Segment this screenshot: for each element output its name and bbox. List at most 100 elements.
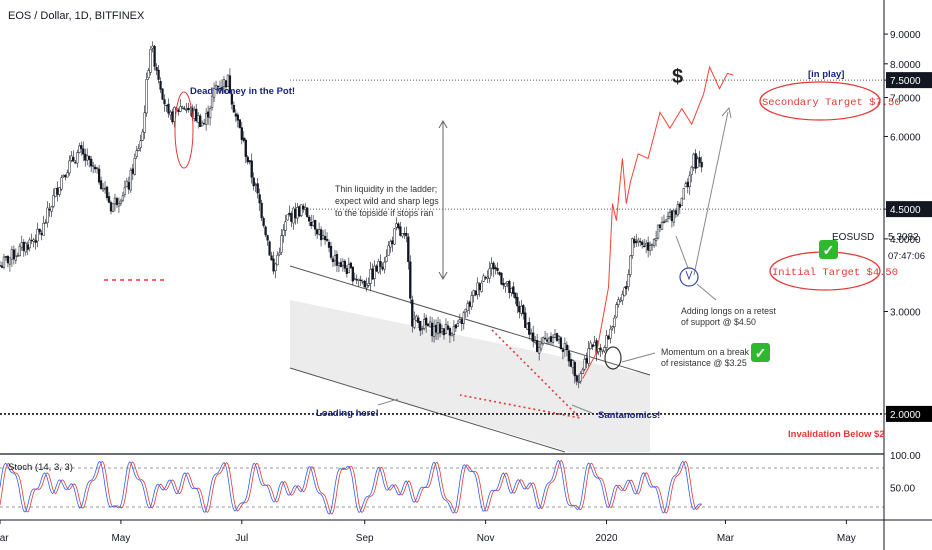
candle-body [486,276,489,279]
candle-body [34,240,37,243]
channel-lower-line [289,367,566,453]
candle-body [95,167,99,170]
candle-body [434,324,438,333]
candle-body [603,347,606,352]
candle-body [680,197,683,207]
candle-body [549,336,553,342]
time-tick-label: Sep [356,533,374,544]
candle-body [478,283,481,291]
leader-adding [696,283,717,301]
candle-body [208,108,212,119]
candle-body [442,328,446,336]
candle-body [432,325,436,337]
candle-body [50,206,53,212]
retest-circle [679,267,699,287]
time-tick-label: 2020 [595,533,618,544]
candle-body [623,287,626,296]
candle-body [270,255,273,261]
candle-body [664,219,668,222]
candle-body [682,188,685,200]
candle-body [403,233,406,235]
candle-body [306,207,309,218]
candle-body [123,187,127,195]
candle-body [690,166,693,175]
candle-body [16,255,19,257]
price-tag-bg [886,72,932,89]
candle-body [545,339,549,342]
candle-body [615,304,618,318]
candle-body [601,349,604,352]
candle-body [220,86,224,90]
candle-body [506,281,509,284]
price-tick-label: 2.0000 [890,410,921,421]
candle-body [52,195,55,207]
arrow-from-top-candle [675,235,689,269]
candle-body [456,323,460,327]
note-momentum-line-1: Momentum on a break [661,347,750,357]
candle-body [298,206,301,217]
note-santanomics: Santanomics! [598,410,660,421]
candle-body [672,210,676,223]
candle-body [135,150,138,157]
candle-body [670,210,674,222]
candle-body [169,111,172,116]
arrow-head-bottom [438,271,448,281]
candle-body [524,312,527,328]
candle-body [254,184,257,186]
candle-body [115,198,119,205]
candle-body [46,207,49,224]
dollar-sign-icon: $ [672,66,683,88]
candle-body [458,319,461,323]
candle-body [692,153,695,168]
candle-body [214,85,218,90]
candle-body [571,360,574,368]
candle-body [359,279,362,281]
candle-body [268,241,271,256]
candle-body [607,335,610,340]
candle-body [480,282,483,292]
projection-path-group [582,65,734,379]
candle-body [212,88,216,98]
candle-body [232,104,236,113]
candle-body [637,239,640,243]
candle-body [395,223,398,228]
candle-body [20,242,23,248]
candle-body [405,232,408,237]
candle-body [446,325,450,330]
candle-body [28,239,31,249]
candle-body [185,109,188,111]
candle-body [387,245,390,256]
candle-body [151,45,154,49]
price-tick-label: 9.0000 [890,30,921,41]
candle-body [228,75,232,94]
candle-body [353,278,356,280]
dead-money-ellipse [174,91,194,169]
candle-body [587,348,590,364]
candle-body [179,106,182,112]
candle-body [472,290,475,296]
candle-body [510,288,513,293]
stochastic-panel: 100.00 50.00 [0,451,921,515]
candle-body [286,214,289,221]
candle-body [313,220,317,230]
candle-body [492,262,495,270]
candle-body [625,286,628,289]
candle-body [454,324,458,329]
candle-body [252,177,255,187]
candle-body [2,256,6,268]
candle-body [520,305,523,314]
candle-body [591,344,594,348]
candle-body [419,320,422,331]
candle-body [656,224,660,239]
candle-body [195,108,198,122]
candle-body [666,215,670,219]
candle-body [155,67,158,71]
candle-body [555,333,559,342]
candle-body [0,265,4,268]
candle-body [650,243,654,246]
note-adding-line-1: Adding longs on a retest [681,306,776,316]
candle-body [276,254,279,266]
candle-body [238,119,241,128]
falling-wedge-dotted [459,329,583,420]
